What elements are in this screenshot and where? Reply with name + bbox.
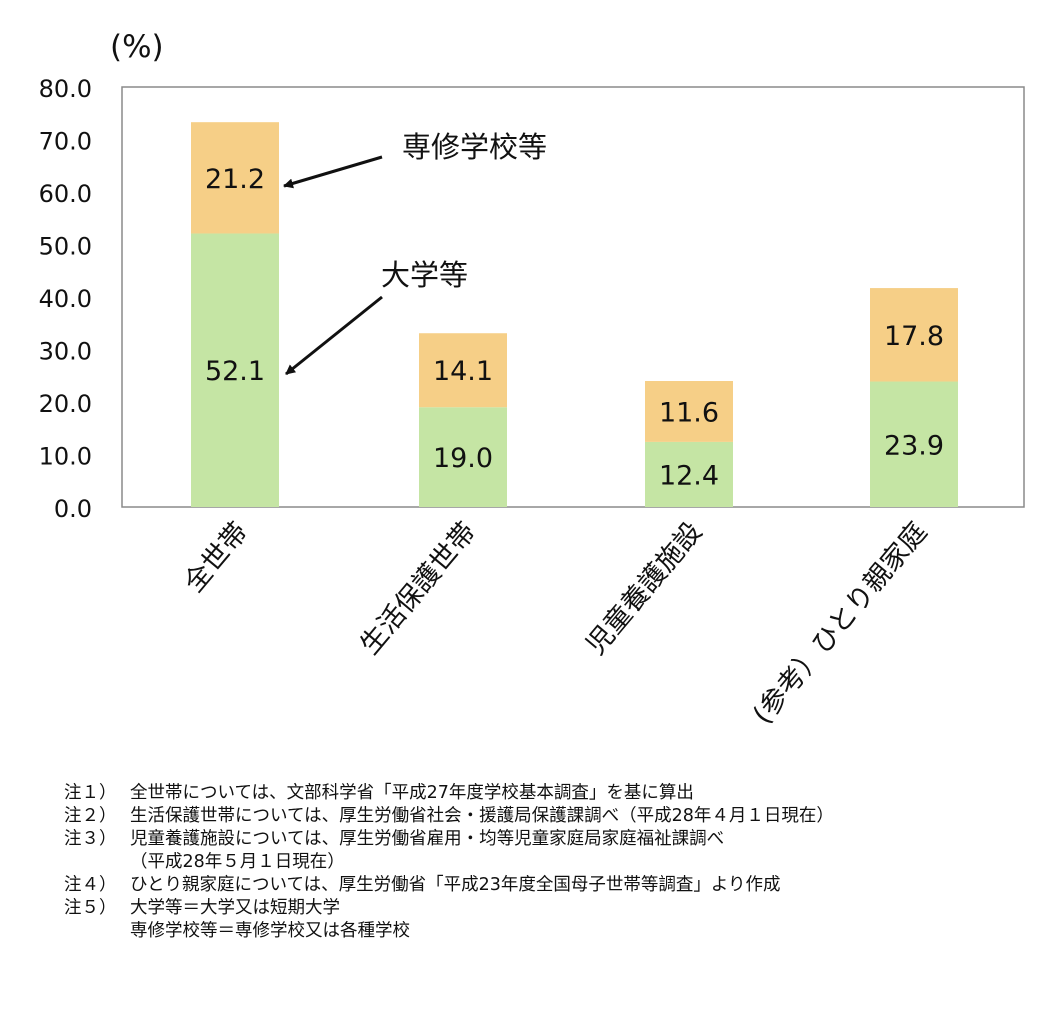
y-tick-label: 10.0: [39, 443, 92, 471]
footnote-text: 生活保護世帯については、厚生労働省社会・援護局保護課調べ（平成28年４月１日現在…: [130, 806, 834, 826]
arrow-daigaku: [285, 295, 383, 376]
data-label-daigaku: 19.0: [433, 443, 493, 474]
bar-segment-daigaku: [870, 381, 958, 507]
annotation-daigaku: 大学等: [381, 258, 468, 292]
footnote-text: 児童養護施設については、厚生労働省雇用・均等児童家庭局家庭福祉課調べ: [130, 829, 725, 849]
footnotes: 注１） 全世帯については、文部科学省「平成27年度学校基本調査」を基に算出 注２） 生…: [64, 782, 834, 943]
footnote-line: 注１） 全世帯については、文部科学省「平成27年度学校基本調査」を基に算出: [64, 782, 834, 805]
footnote-text: 全世帯については、文部科学省「平成27年度学校基本調査」を基に算出: [130, 783, 694, 803]
footnote-label: 注４）: [64, 875, 117, 895]
plot-frame: [121, 86, 1025, 508]
bar-segment-senshu: [645, 381, 733, 442]
footnote-label: 注２）: [64, 806, 117, 826]
footnote-line: 注３） 児童養護施設については、厚生労働省雇用・均等児童家庭局家庭福祉課調べ: [64, 828, 834, 851]
bar-segment-daigaku: [191, 233, 279, 507]
footnote-label: 注３）: [64, 829, 117, 849]
data-label-senshu: 21.2: [205, 164, 265, 195]
bar-segment-senshu: [870, 288, 958, 382]
footnote-label: 注１）: [64, 783, 117, 803]
x-tick-label: 全世帯: [179, 517, 255, 599]
footnote-label: 注５）: [64, 898, 117, 918]
bar-segment-daigaku: [419, 407, 507, 507]
footnote-text: 専修学校等＝専修学校又は各種学校: [130, 921, 410, 941]
data-label-senshu: 14.1: [433, 356, 493, 387]
data-label-senshu: 11.6: [659, 397, 719, 428]
y-unit-label: (%): [110, 29, 164, 65]
x-tick-label: (参考）ひとり親家庭: [747, 517, 933, 731]
y-tick-label: 50.0: [39, 233, 92, 261]
y-tick-label: 80.0: [39, 75, 92, 103]
arrow-senshu: [283, 155, 383, 189]
footnote-line: 注２） 生活保護世帯については、厚生労働省社会・援護局保護課調べ（平成28年４月１…: [64, 805, 834, 828]
data-label-daigaku: 12.4: [659, 460, 719, 491]
bar-segment-senshu: [419, 333, 507, 408]
stacked-bar-chart: (%) 80.070.060.050.040.030.020.010.00.0 …: [39, 29, 1025, 731]
footnote-line: 専修学校等＝専修学校又は各種学校: [64, 920, 834, 943]
y-tick-label: 30.0: [39, 338, 92, 366]
y-tick-label: 0.0: [54, 495, 92, 523]
footnote-text: 大学等＝大学又は短期大学: [130, 898, 340, 918]
y-tick-label: 70.0: [39, 128, 92, 156]
data-label-senshu: 17.8: [884, 321, 944, 352]
bar-segment-senshu: [191, 122, 279, 234]
data-label-daigaku: 52.1: [205, 356, 265, 387]
y-tick-label: 20.0: [39, 390, 92, 418]
bars: 52.1 21.2 19.0 14.1 12.4 11.6 23.9 17.8: [191, 122, 958, 507]
x-tick-label: 生活保護世帯: [354, 517, 482, 661]
footnote-line: 注４） ひとり親家庭については、厚生労働省「平成23年度全国母子世帯等調査」より作…: [64, 874, 834, 897]
footnote-text: ひとり親家庭については、厚生労働省「平成23年度全国母子世帯等調査」より作成: [130, 875, 781, 895]
data-label-daigaku: 23.9: [884, 430, 944, 461]
bar-segment-daigaku: [645, 441, 733, 507]
y-axis: 80.0 70.0 60.0 50.0 40.0 30.0 20.0 10.0 0.0: [39, 75, 92, 523]
footnote-text: （平成28年５月１日現在）: [130, 852, 345, 872]
y-tick-label: 60.0: [39, 180, 92, 208]
annotation-senshu: 専修学校等: [402, 130, 547, 164]
footnote-line: （平成28年５月１日現在）: [64, 851, 834, 874]
y-tick-label: 40.0: [39, 285, 92, 313]
footnote-line: 注５） 大学等＝大学又は短期大学: [64, 897, 834, 920]
x-tick-label: 児童養護施設: [580, 517, 708, 661]
x-axis: 全世帯 生活保護世帯 児童養護施設 (参考）ひとり親家庭: [179, 517, 934, 731]
